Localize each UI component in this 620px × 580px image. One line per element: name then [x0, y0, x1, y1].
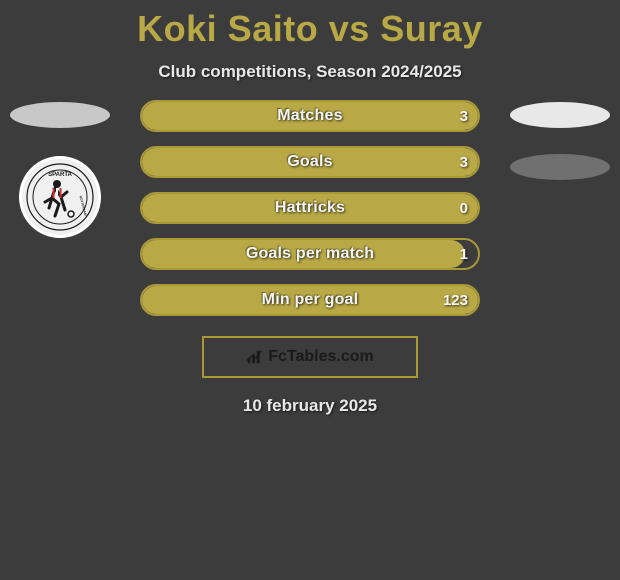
- date-label: 10 february 2025: [0, 396, 620, 416]
- right-ellipse-placeholder-1: [510, 102, 610, 128]
- page-title: Koki Saito vs Suray: [0, 0, 620, 50]
- stat-bars-container: Matches3Goals3Hattricks0Goals per match1…: [140, 100, 480, 316]
- stat-label: Hattricks: [142, 194, 478, 222]
- stat-bar: Hattricks0: [140, 192, 480, 224]
- stat-value-right: 1: [460, 240, 468, 268]
- stat-value-right: 3: [460, 148, 468, 176]
- stat-bar: Goals3: [140, 146, 480, 178]
- stat-value-right: 123: [443, 286, 468, 314]
- sparta-badge-icon: SPARTA ROTTERDAM: [25, 162, 95, 232]
- subtitle: Club competitions, Season 2024/2025: [0, 62, 620, 82]
- stat-label: Goals per match: [142, 240, 478, 268]
- fctables-logo-text: FcTables.com: [268, 348, 374, 366]
- stat-value-right: 0: [460, 194, 468, 222]
- right-column: [500, 100, 620, 180]
- club-badge-sparta: SPARTA ROTTERDAM: [19, 156, 101, 238]
- content-area: SPARTA ROTTERDAM Matches3Goals3Hattricks…: [0, 100, 620, 416]
- stat-value-right: 3: [460, 102, 468, 130]
- stat-bar: Matches3: [140, 100, 480, 132]
- stat-bar: Min per goal123: [140, 284, 480, 316]
- right-ellipse-placeholder-2: [510, 154, 610, 180]
- stat-bar: Goals per match1: [140, 238, 480, 270]
- bar-chart-icon: [246, 348, 264, 366]
- left-ellipse-placeholder: [10, 102, 110, 128]
- svg-text:SPARTA: SPARTA: [48, 172, 72, 178]
- stat-label: Goals: [142, 148, 478, 176]
- stat-label: Matches: [142, 102, 478, 130]
- left-column: SPARTA ROTTERDAM: [0, 100, 120, 238]
- stat-label: Min per goal: [142, 286, 478, 314]
- fctables-logo-box: FcTables.com: [202, 336, 418, 378]
